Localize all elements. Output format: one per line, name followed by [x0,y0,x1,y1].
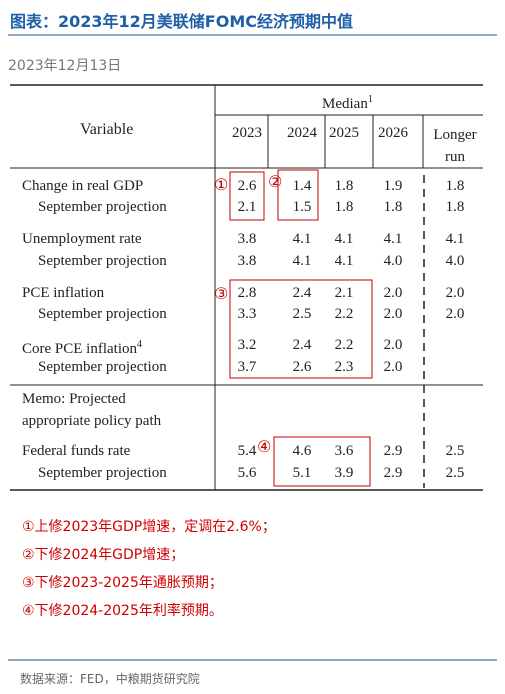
note: ③下修2023-2025年通胀预期； [22,575,223,591]
column-header: 2025 [329,125,359,141]
cell: 2.0 [445,285,465,301]
cell: 4.6 [292,443,312,459]
cell: 2.8 [237,285,257,301]
cell: 3.9 [334,465,354,481]
row-label: PCE inflation [22,285,105,301]
note: ①上修2023年GDP增速，定调在2.6%； [22,519,276,535]
cell: 1.8 [445,199,465,215]
cell: 2.6 [292,359,312,375]
cell: 4.1 [383,231,403,247]
cell: 2.4 [292,285,312,301]
cell: 3.7 [237,359,257,375]
cell: 4.1 [292,231,312,247]
cell: 5.1 [292,465,312,481]
marker: ② [268,172,283,191]
cell: 1.9 [383,178,403,194]
marker: ③ [214,284,229,303]
cell: 3.2 [237,337,257,353]
column-header: 2026 [378,125,408,141]
note: ④下修2024-2025年利率预期。 [22,603,223,619]
cell: 1.8 [445,178,465,194]
cell: 3.8 [237,231,257,247]
source: 数据来源：FED，中粮期货研究院 [20,672,200,686]
cell: 2.0 [383,306,403,322]
cell: 2.9 [383,443,403,459]
cell: 4.1 [334,253,354,269]
variable-header: Variable [80,121,134,138]
note: ②下修2024年GDP增速； [22,547,185,563]
cell: 3.8 [237,253,257,269]
row-label: Federal funds rate [22,443,131,459]
cell: 2.0 [383,359,403,375]
cell: 4.1 [445,231,465,247]
cell: 2.0 [383,285,403,301]
title: 图表：2023年12月美联储FOMC经济预期中值 [10,12,353,31]
cell: 4.0 [383,253,403,269]
row-label: Change in real GDP [22,178,144,194]
row-sub-label: September projection [38,465,167,481]
cell: 4.1 [292,253,312,269]
marker: ④ [257,437,272,456]
row-label: Core PCE inflation4 [22,339,142,357]
cell: 3.3 [237,306,257,322]
marker: ① [214,175,229,194]
date: 2023年12月13日 [8,58,122,74]
median-header: Median1 [322,94,373,112]
row-sub-label: September projection [38,199,167,215]
cell: 2.0 [383,337,403,353]
column-header: 2023 [232,125,262,141]
cell: 2.2 [334,306,354,322]
cell: 1.5 [292,199,312,215]
footnote-mark: 4 [137,339,142,350]
row-sub-label: September projection [38,359,167,375]
cell: 5.6 [237,465,257,481]
cell: 2.5 [445,443,465,459]
cell: 1.8 [383,199,403,215]
cell: 4.1 [334,231,354,247]
cell: 2.6 [237,178,257,194]
cell: 2.9 [383,465,403,481]
cell: 2.0 [445,306,465,322]
cell: 2.5 [292,306,312,322]
cell: 1.4 [292,178,312,194]
footnote-mark: 1 [367,94,373,105]
cell: 2.3 [334,359,354,375]
row-label: Unemployment rate [22,231,142,247]
cell: 2.5 [445,465,465,481]
column-header: Longer run [433,127,477,165]
cell: 2.4 [292,337,312,353]
cell: 4.0 [445,253,465,269]
cell: 5.4 [237,443,257,459]
row-label: Memo: Projected appropriate policy path [22,391,162,429]
cell: 1.8 [334,178,354,194]
cell: 2.2 [334,337,354,353]
column-header: 2024 [287,125,317,141]
row-sub-label: September projection [38,306,167,322]
cell: 3.6 [334,443,354,459]
cell: 1.8 [334,199,354,215]
cell: 2.1 [334,285,354,301]
cell: 2.1 [237,199,257,215]
row-sub-label: September projection [38,253,167,269]
